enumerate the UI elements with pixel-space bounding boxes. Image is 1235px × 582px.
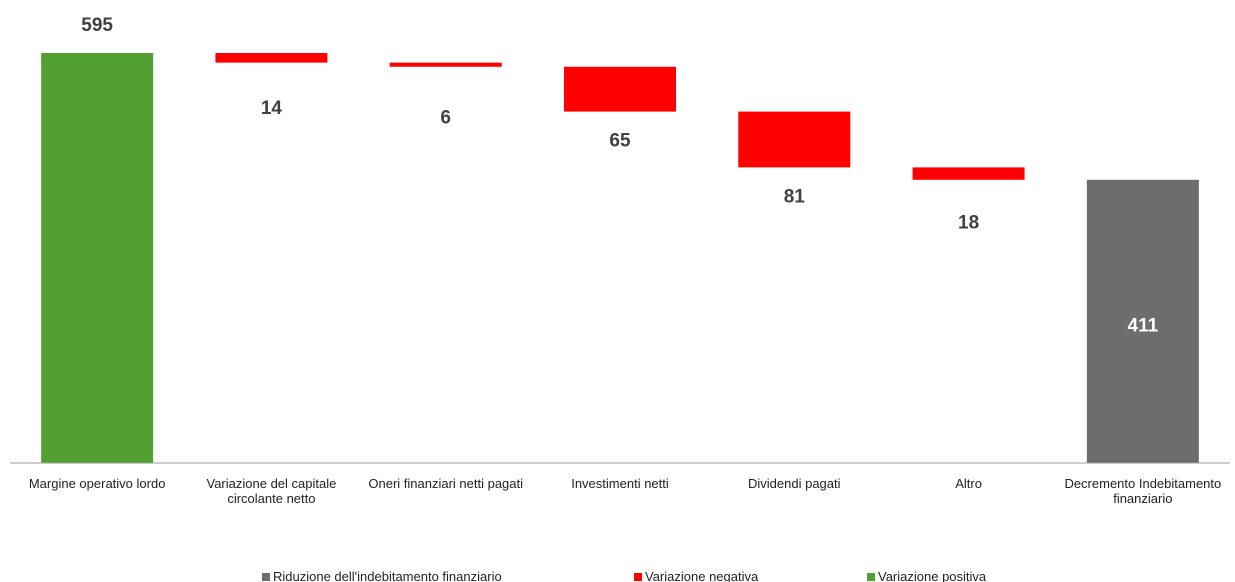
x-tick-label: Altro [955, 476, 982, 491]
data-label: 411 [1128, 315, 1159, 336]
bar [738, 111, 851, 168]
legend-label: Riduzione dell'indebitamento finanziario [273, 569, 502, 582]
bar [41, 53, 154, 463]
data-label: 81 [784, 186, 806, 207]
x-tick-label: Decremento Indebitamento finanziario [1064, 476, 1222, 506]
x-tick-label: Oneri finanziari netti pagati [368, 476, 524, 491]
legend-entry: Variazione negativa [634, 569, 758, 582]
bar [389, 62, 502, 67]
legend-entry: Variazione positiva [867, 569, 986, 582]
bar [215, 53, 328, 63]
legend-label: Variazione positiva [878, 569, 987, 582]
bar [564, 66, 676, 112]
bar [1086, 179, 1199, 463]
x-tick-label: Dividendi pagati [748, 476, 841, 491]
legend-swatch [262, 573, 270, 581]
data-label: 65 [609, 131, 631, 152]
x-tick-label: Variazione del capitale circolante netto [206, 476, 337, 506]
legend-swatch [867, 573, 875, 581]
x-tick-label: Margine operativo lordo [28, 476, 166, 491]
data-label: 595 [81, 15, 113, 36]
data-label: 18 [958, 212, 979, 233]
legend-swatch [634, 573, 642, 581]
data-label: 6 [440, 108, 451, 129]
x-tick-label: Investimenti netti [571, 476, 669, 491]
data-label: 14 [261, 98, 283, 119]
legend-label: Variazione negativa [645, 569, 759, 582]
legend-entry: Riduzione dell'indebitamento finanziario [262, 569, 502, 582]
bar [912, 167, 1025, 180]
